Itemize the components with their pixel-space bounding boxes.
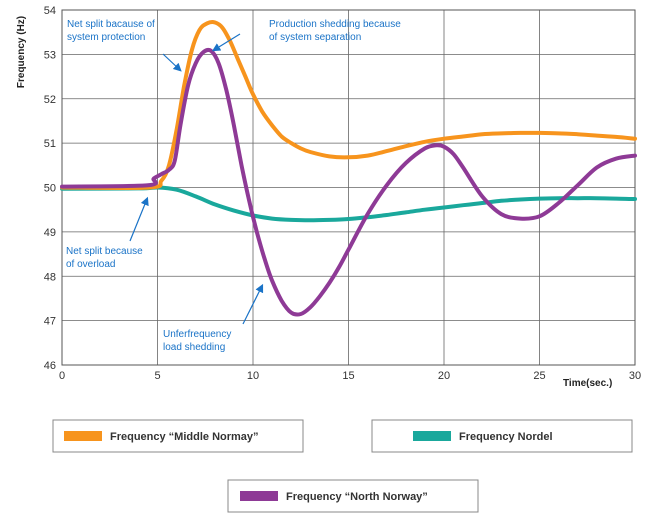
y-tick-label: 48 (44, 271, 56, 283)
series-line-middle-norway (60, 20, 637, 190)
annotation-arrow (162, 53, 182, 72)
y-axis-title: Frequency (Hz) (16, 16, 27, 88)
x-tick-label: 10 (247, 370, 259, 382)
annotation-text: of system separation (269, 32, 361, 43)
annotation-text: of overload (66, 259, 115, 270)
x-tick-label: 30 (629, 370, 641, 382)
y-tick-label: 52 (44, 94, 56, 106)
legend-swatch (413, 431, 451, 441)
y-tick-label: 49 (44, 227, 56, 239)
series-line-nordel (60, 185, 637, 223)
tick-labels: 0 5 10 15 20 25 30 46 47 48 49 50 51 52 53 54 (44, 5, 641, 382)
x-tick-label: 20 (438, 370, 450, 382)
legend-item-nordel: Frequency Nordel (371, 419, 633, 453)
annotation-arrow (211, 33, 241, 52)
x-tick-label: 5 (154, 370, 160, 382)
annotation-production-shedding: Production shedding because of system se… (269, 19, 401, 43)
y-tick-label: 51 (44, 138, 56, 150)
annotation-text: load shedding (163, 342, 225, 353)
x-axis-title: Time(sec.) (563, 378, 612, 389)
legend-label: Frequency Nordel (459, 431, 553, 443)
annotation-text: Net split because (66, 246, 143, 257)
annotation-arrow (129, 196, 149, 242)
legend-item-north-norway: Frequency “North Norway” (227, 479, 479, 513)
annotation-underfrequency: Unferfrequency load shedding (163, 329, 231, 353)
series-line-north-norway (60, 47, 637, 317)
legend-label: Frequency “Middle Normay” (110, 431, 259, 443)
legend-swatch (64, 431, 102, 441)
x-tick-label: 15 (342, 370, 354, 382)
annotation-text: Unferfrequency (163, 329, 231, 340)
annotation-net-split-protection: Net split bacause of system protection (67, 19, 155, 43)
y-tick-label: 54 (44, 5, 56, 17)
annotation-net-split-overload: Net split because of overload (66, 246, 143, 270)
legend-swatch (240, 491, 278, 501)
legend-label: Frequency “North Norway” (286, 491, 428, 503)
x-tick-label: 25 (533, 370, 545, 382)
y-tick-label: 47 (44, 316, 56, 328)
y-tick-label: 53 (44, 49, 56, 61)
legend-item-middle-norway: Frequency “Middle Normay” (52, 419, 304, 453)
y-tick-label: 50 (44, 183, 56, 195)
y-tick-label: 46 (44, 360, 56, 372)
annotation-text: Net split bacause of (67, 19, 155, 30)
x-tick-label: 0 (59, 370, 65, 382)
annotation-text: Production shedding because (269, 19, 401, 30)
annotation-arrow (242, 283, 264, 325)
annotation-text: system protection (67, 32, 145, 43)
series-lines (60, 20, 637, 317)
